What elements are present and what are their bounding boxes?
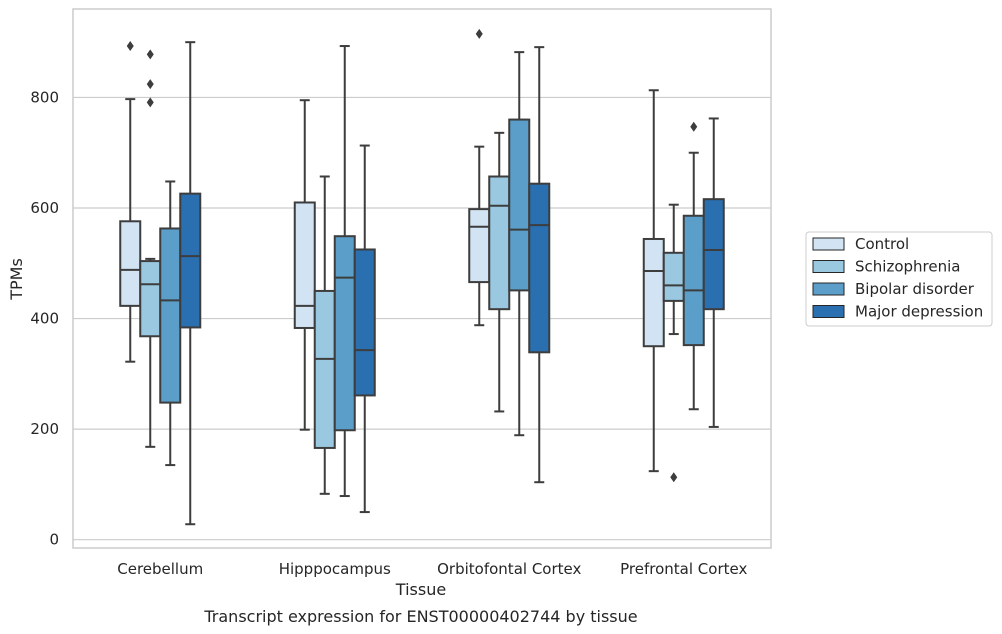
legend-swatch [812,237,845,251]
box-iqr [333,235,356,432]
legend-label: Control [855,235,909,253]
x-tick-label: Hipppocampus [279,560,391,578]
outlier-point [126,41,134,52]
box-schizophrenia-0 [139,49,162,448]
outlier-point [146,49,154,60]
y-tick-label: 400 [30,310,59,328]
outlier-point [146,97,154,108]
outlier-point [670,472,678,483]
y-tick-label: 200 [30,420,59,438]
x-tick-label: Cerebellum [117,560,203,578]
box-schizophrenia-2 [488,131,511,413]
legend: Control Schizophrenia Bipolar disorder Majo… [805,231,993,327]
box-control-0 [119,41,142,363]
legend-swatch [812,260,845,273]
y-tick-labels: 0 200 400 600 800 [30,88,59,548]
box-iqr [682,214,705,347]
box-schizophrenia-3 [662,203,685,483]
legend-label: Major depression [855,303,983,321]
x-tick-labels: Cerebellum Hipppocampus Orbitofontal Corte… [117,560,747,578]
box-iqr [179,192,202,329]
legend-label: Bipolar disorder [855,280,975,298]
box-major-depression-2 [528,46,551,484]
box-iqr [662,251,685,302]
outlier-point [146,79,154,90]
legend-label: Schizophrenia [855,258,960,276]
box-control-2 [468,28,491,327]
box-bipolar-disorder-2 [508,51,531,437]
box-iqr [353,248,376,397]
box-iqr [159,227,182,404]
boxes-layer [119,28,725,526]
box-iqr [508,118,531,292]
box-iqr [488,175,511,311]
box-major-depression-1 [353,144,376,514]
y-tick-label: 0 [49,531,59,549]
box-iqr [139,260,162,338]
box-iqr [293,201,316,329]
box-iqr [119,220,142,307]
box-iqr [528,182,551,354]
box-bipolar-disorder-0 [159,180,182,467]
box-iqr [313,289,336,449]
box-iqr [642,237,665,348]
y-tick-label: 600 [30,199,59,217]
box-control-1 [293,99,316,431]
box-major-depression-3 [702,117,725,428]
box-iqr [702,198,725,311]
x-tick-label: Orbitofontal Cortex [437,560,581,578]
box-bipolar-disorder-1 [333,45,356,498]
x-tick-label: Prefrontal Cortex [620,560,747,578]
box-iqr [468,208,491,284]
chart-caption: Transcript expression for ENST0000040274… [203,607,637,626]
outlier-point [690,121,698,132]
box-bipolar-disorder-3 [682,121,705,411]
y-axis-label: TPMs [7,258,26,301]
outlier-point [475,28,483,39]
y-tick-label: 800 [30,88,59,106]
box-major-depression-0 [179,41,202,526]
box-control-3 [642,89,665,473]
legend-swatch [812,282,845,296]
x-axis-label: Tissue [395,580,446,599]
plot-frame [72,8,772,549]
legend-swatch [812,305,845,318]
legend-frame [805,231,993,327]
box-schizophrenia-1 [313,175,336,495]
